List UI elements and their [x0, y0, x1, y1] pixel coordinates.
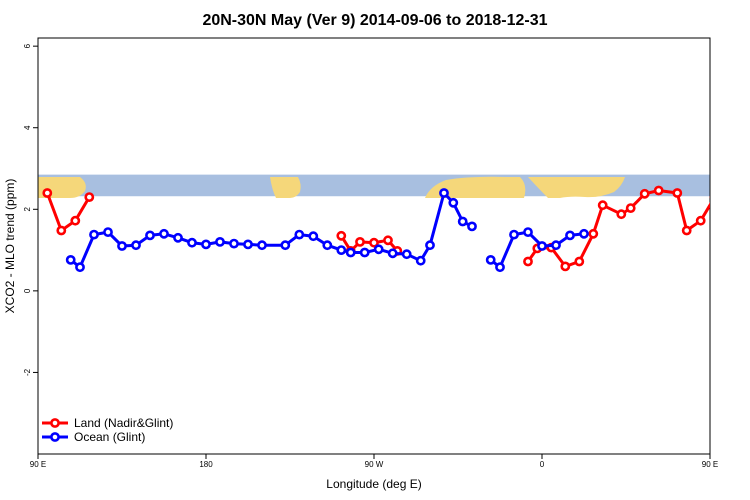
data-point — [173, 232, 183, 243]
data-point — [588, 228, 599, 239]
data-point — [560, 261, 571, 272]
data-point — [415, 255, 426, 266]
data-point — [425, 240, 435, 251]
data-point — [369, 237, 379, 248]
data-point — [551, 240, 561, 251]
data-point — [117, 241, 127, 251]
data-point — [75, 262, 85, 273]
y-tick-label: 6 — [23, 43, 32, 48]
data-point — [681, 225, 692, 236]
data-point — [359, 247, 370, 258]
data-point — [597, 200, 608, 211]
world-map-strip — [38, 174, 710, 198]
data-point — [294, 229, 305, 240]
series-ocean — [65, 188, 589, 273]
data-point — [401, 249, 412, 260]
data-point — [345, 247, 356, 258]
x-tick-label: 90 E — [702, 460, 718, 469]
data-point — [65, 254, 76, 265]
data-point — [89, 229, 99, 240]
data-point — [448, 197, 459, 208]
legend: Land (Nadir&Glint)Ocean (Glint) — [42, 416, 173, 444]
x-tick-label: 180 — [199, 460, 213, 469]
data-point — [103, 227, 113, 237]
x-tick-label: 0 — [540, 460, 545, 469]
data-point — [616, 209, 627, 220]
data-point — [565, 230, 575, 241]
data-point — [653, 185, 664, 196]
y-axis: -2 0 2 4 6 — [23, 43, 38, 376]
data-point — [523, 227, 533, 237]
data-point — [672, 188, 683, 198]
data-point — [387, 248, 398, 259]
data-point — [243, 239, 253, 250]
legend-marker — [50, 418, 60, 428]
y-tick-label: -2 — [23, 368, 32, 376]
data-point — [322, 240, 333, 251]
x-axis: 90 E 180 90 W 0 90 E — [30, 454, 718, 469]
data-point — [201, 239, 211, 250]
series-land — [42, 185, 710, 272]
data-point — [639, 188, 650, 199]
data-point — [280, 240, 291, 251]
x-tick-label: 90 W — [365, 460, 384, 469]
data-point — [355, 236, 365, 247]
data-point — [537, 241, 547, 251]
data-point — [187, 237, 197, 248]
y-tick-label: 4 — [23, 125, 32, 130]
data-point — [336, 245, 347, 255]
data-point — [70, 215, 81, 226]
data-point — [257, 240, 267, 251]
data-point — [229, 238, 239, 249]
data-point — [42, 188, 53, 198]
map-land-3 — [528, 177, 625, 198]
legend-marker — [50, 432, 60, 442]
data-point — [56, 225, 67, 236]
data-point — [439, 188, 449, 198]
data-point — [131, 240, 141, 251]
y-tick-label: 0 — [23, 288, 32, 293]
data-point — [467, 221, 477, 232]
legend-label: Land (Nadir&Glint) — [74, 416, 173, 430]
data-point — [579, 228, 589, 239]
y-tick-label: 2 — [23, 207, 32, 212]
data-point — [336, 230, 347, 241]
series-line — [69, 191, 473, 269]
data-point — [84, 192, 95, 202]
data-point — [215, 236, 225, 247]
data-point — [373, 244, 384, 255]
series-layer — [42, 185, 710, 273]
data-point — [457, 216, 468, 227]
x-tick-label: 90 E — [30, 460, 46, 469]
data-point — [145, 230, 155, 241]
data-point — [709, 195, 710, 199]
data-point — [495, 262, 505, 273]
data-point — [625, 203, 636, 213]
x-axis-label: Longitude (deg E) — [326, 477, 421, 491]
data-point — [523, 256, 533, 267]
data-point — [159, 228, 169, 239]
data-point — [383, 235, 393, 246]
data-point — [485, 254, 496, 265]
data-point — [509, 229, 519, 240]
map-land-1 — [270, 177, 301, 198]
data-point — [574, 256, 585, 267]
map-land-2 — [425, 176, 526, 198]
chart-title: 20N-30N May (Ver 9) 2014-09-06 to 2018-1… — [202, 12, 547, 29]
data-point — [695, 215, 706, 226]
legend-label: Ocean (Glint) — [74, 430, 145, 444]
y-axis-label: XCO2 - MLO trend (ppm) — [3, 179, 17, 314]
data-point — [308, 231, 319, 242]
series-line — [45, 192, 91, 232]
